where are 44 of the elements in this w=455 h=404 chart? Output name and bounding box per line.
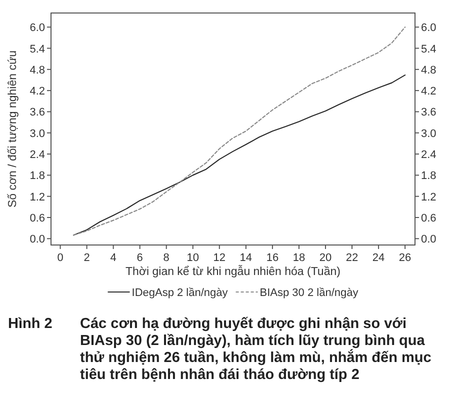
text: Hình 2: [8, 316, 52, 332]
y2-tick-label: 1.8: [421, 170, 436, 182]
x-tick-label: 22: [346, 252, 358, 264]
x-tick-label: 14: [240, 252, 252, 264]
x-tick-label: 12: [213, 252, 226, 264]
y-tick-label: 0.0: [30, 234, 45, 246]
y-tick-label: 4.8: [30, 64, 45, 76]
y2-tick-label: 3.6: [421, 106, 436, 119]
y-tick-label: 2.4: [30, 149, 45, 162]
x-axis-title: Thời gian kể từ khi ngẫu nhiên hóa (Tuần): [126, 265, 341, 278]
y2-tick-label: 4.2: [421, 86, 436, 98]
y-tick-label: 3.6: [30, 106, 45, 119]
y2-tick-label: 2.4: [421, 149, 436, 162]
legend-label: IDegAsp 2 lần/ngày: [132, 287, 228, 299]
line-series: [72, 26, 406, 236]
y-axis-title: Số cơn / đối tượng nghiên cứu: [7, 50, 19, 208]
y2-tick-label: 6.0: [421, 22, 436, 34]
legend-label: BIAsp 30 2 lần/ngày: [260, 287, 359, 299]
x-tick-label: 18: [292, 252, 306, 264]
x-tick-label: 6: [136, 252, 143, 264]
x-tick-label: 24: [372, 252, 385, 264]
y2-tick-label: 4.8: [421, 64, 436, 76]
x-tick-label: 0: [57, 252, 64, 264]
x-tick-label: 16: [266, 252, 279, 264]
y-tick-label: 0.6: [30, 212, 45, 224]
y-tick-label: 1.8: [30, 170, 45, 182]
y-tick-label: 4.2: [30, 86, 45, 98]
y-tick-label: 5.4: [30, 43, 45, 56]
y-tick-label: 6.0: [30, 22, 45, 34]
y-tick-label: 3.0: [30, 128, 45, 140]
x-tick-label: 8: [163, 252, 170, 264]
y2-tick-label: 1.2: [421, 191, 436, 204]
x-tick-label: 20: [319, 252, 332, 264]
y2-tick-label: 0.6: [421, 212, 436, 224]
y2-tick-label: 0.0: [421, 234, 436, 246]
x-tick-label: 2: [84, 252, 90, 264]
text: Các cơn hạ đường huyết được ghi nhận so với BIAsp 30 (2 lần/ngày), hàm tích lũy trung bình qua thử nghiệm 26 tuần, không làm mù, nhắm đến mục tiêu trên bệnh nhân đái tháo đường típ 2: [80, 316, 432, 383]
y2-tick-label: 3.0: [421, 128, 436, 140]
line-series: [72, 74, 406, 236]
x-tick-label: 26: [398, 252, 412, 264]
x-tick-label: 10: [186, 252, 200, 264]
y2-tick-label: 5.4: [421, 43, 436, 56]
y-tick-label: 1.2: [30, 191, 45, 204]
x-tick-label: 4: [110, 252, 116, 264]
